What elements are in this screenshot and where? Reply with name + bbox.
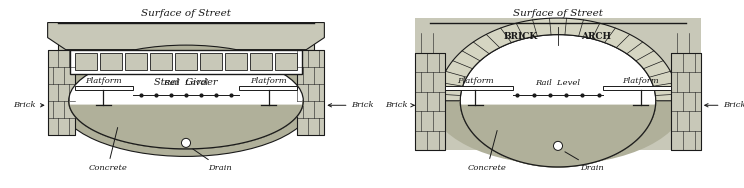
Text: Rail  Level: Rail Level bbox=[164, 79, 208, 87]
Bar bbox=[603, 86, 671, 90]
Ellipse shape bbox=[461, 35, 655, 167]
Ellipse shape bbox=[58, 45, 314, 156]
Circle shape bbox=[554, 141, 562, 150]
Polygon shape bbox=[437, 18, 679, 101]
Bar bbox=[74, 86, 133, 90]
Bar bbox=[239, 86, 298, 90]
Bar bbox=[48, 50, 74, 135]
Text: Brick: Brick bbox=[705, 101, 744, 109]
Polygon shape bbox=[68, 101, 304, 149]
Bar bbox=[150, 53, 172, 70]
Polygon shape bbox=[58, 23, 314, 50]
Bar bbox=[415, 18, 701, 150]
Bar bbox=[100, 53, 122, 70]
Text: Concrete: Concrete bbox=[468, 130, 507, 172]
Bar bbox=[225, 53, 247, 70]
Bar bbox=[175, 53, 197, 70]
Ellipse shape bbox=[430, 37, 686, 165]
Text: Drain: Drain bbox=[565, 152, 604, 172]
Text: Platform: Platform bbox=[250, 77, 287, 85]
Text: Platform: Platform bbox=[622, 77, 659, 85]
Circle shape bbox=[182, 138, 190, 147]
Bar bbox=[275, 53, 297, 70]
Text: Drain: Drain bbox=[193, 149, 232, 172]
Text: ARCH: ARCH bbox=[580, 32, 611, 41]
Ellipse shape bbox=[68, 53, 304, 149]
Bar bbox=[298, 50, 324, 135]
Ellipse shape bbox=[461, 35, 655, 167]
Bar bbox=[75, 53, 97, 70]
Text: BRICK: BRICK bbox=[503, 32, 537, 41]
Bar bbox=[70, 50, 302, 74]
Text: Platform: Platform bbox=[457, 77, 494, 85]
Text: Surface of Street: Surface of Street bbox=[141, 9, 231, 18]
Text: Surface of Street: Surface of Street bbox=[513, 9, 603, 18]
Bar bbox=[445, 86, 513, 90]
Text: Platform: Platform bbox=[85, 77, 122, 85]
Text: Steel  Girder: Steel Girder bbox=[154, 78, 218, 87]
Bar bbox=[125, 53, 147, 70]
Polygon shape bbox=[461, 101, 655, 167]
Text: Rail  Level: Rail Level bbox=[536, 79, 580, 87]
Text: Concrete: Concrete bbox=[89, 127, 127, 172]
Bar bbox=[200, 53, 222, 70]
Polygon shape bbox=[48, 23, 324, 50]
Text: Brick: Brick bbox=[13, 101, 44, 109]
Text: Brick: Brick bbox=[385, 101, 414, 109]
Bar bbox=[415, 53, 445, 150]
Bar bbox=[671, 53, 701, 150]
Text: Brick: Brick bbox=[328, 101, 374, 109]
Bar bbox=[250, 53, 272, 70]
